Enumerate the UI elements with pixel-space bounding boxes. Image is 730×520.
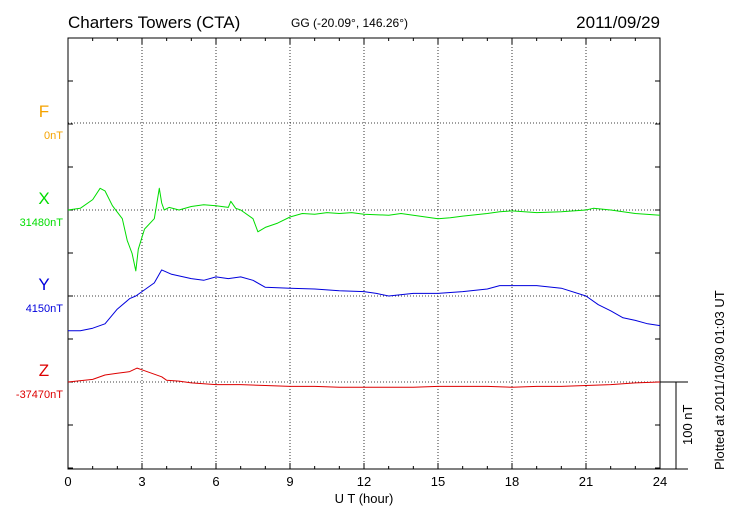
component-letter-z: Z	[39, 361, 49, 380]
component-letter-x: X	[38, 189, 49, 208]
x-tick-label: 6	[212, 474, 219, 489]
component-letter-f: F	[39, 102, 49, 121]
x-tick-labels: 0 3 6 9 12 15 18 21 24	[64, 474, 667, 489]
grid	[68, 38, 660, 469]
x-tick-label: 18	[505, 474, 519, 489]
x-tick-label: 3	[138, 474, 145, 489]
x-axis-label: U T (hour)	[335, 491, 394, 506]
series-line-z	[67, 367, 661, 388]
scale-bar-label: 100 nT	[680, 404, 695, 445]
series-line-x	[67, 187, 661, 272]
x-tick-label: 12	[357, 474, 371, 489]
x-tick-label: 24	[653, 474, 667, 489]
chart-subtitle: GG (-20.09°, 146.26°)	[291, 16, 408, 30]
component-baseline-x: 31480nT	[20, 217, 64, 229]
plotted-note: Plotted at 2011/10/30 01:03 UT	[712, 290, 727, 470]
component-baseline-f: 0nT	[44, 130, 63, 142]
axis-ticks	[67, 38, 661, 469]
component-baseline-z: -37470nT	[16, 389, 63, 401]
component-letter-y: Y	[38, 275, 49, 294]
series-line-y	[68, 269, 661, 332]
series-lines	[67, 187, 661, 388]
chart-title: Charters Towers (CTA)	[68, 13, 240, 32]
scale-bar: 100 nT	[660, 381, 695, 470]
x-tick-label: 21	[579, 474, 593, 489]
chart-date: 2011/09/29	[576, 13, 660, 32]
x-tick-label: 0	[64, 474, 71, 489]
x-tick-label: 15	[431, 474, 445, 489]
component-baseline-y: 4150nT	[26, 303, 64, 315]
component-labels: F 0nT X 31480nT Y 4150nT Z -37470nT	[16, 102, 63, 401]
x-tick-label: 9	[286, 474, 293, 489]
